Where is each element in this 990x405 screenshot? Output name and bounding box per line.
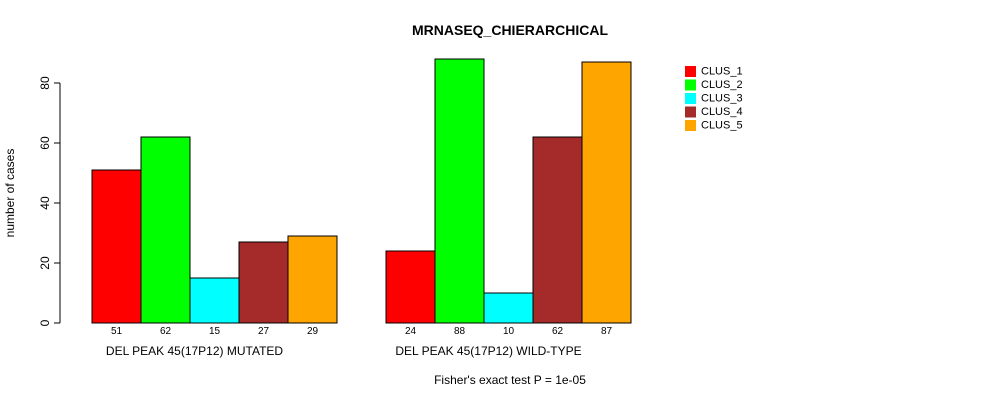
bar-value-label: 29 (307, 326, 319, 337)
bar-clus-3-group-1 (189, 277, 240, 324)
legend-label: CLUS_2 (701, 79, 743, 91)
bar-value-label: 15 (209, 326, 221, 337)
data-labels: 51 62 15 27 29 24 88 10 62 87 (111, 326, 613, 337)
bars (91, 58, 632, 324)
bar-value-label: 51 (111, 326, 123, 337)
bar-value-label: 27 (258, 326, 270, 337)
y-axis: 0 20 40 60 80 (38, 76, 61, 326)
bar-clus-1-group-2 (385, 250, 436, 324)
legend-label: CLUS_4 (701, 106, 743, 118)
y-tick-label: 40 (38, 196, 52, 210)
bar-value-label: 87 (601, 326, 613, 337)
legend-label: CLUS_5 (701, 120, 743, 132)
chart-footnote: Fisher's exact test P = 1e-05 (434, 373, 586, 387)
legend-swatch (685, 106, 696, 118)
legend-label: CLUS_1 (701, 66, 743, 78)
bar-clus-5-group-2 (581, 61, 632, 324)
chart-title: MRNASEQ_CHIERARCHICAL (412, 22, 608, 38)
bar-value-label: 88 (454, 326, 466, 337)
bar-value-label: 24 (405, 326, 417, 337)
bar-clus-3-group-2 (483, 292, 534, 324)
legend-swatch (685, 120, 696, 131)
category-labels: DEL PEAK 45(17P12) MUTATED DEL PEAK 45(17… (106, 344, 582, 358)
bar-clus-5-group-1 (287, 235, 338, 324)
bar-clus-2-group-1 (140, 136, 191, 324)
bar-clus-2-group-2 (434, 58, 485, 324)
category-label: DEL PEAK 45(17P12) MUTATED (106, 344, 284, 358)
bar-clus-4-group-2 (532, 136, 583, 324)
category-label: DEL PEAK 45(17P12) WILD-TYPE (395, 344, 581, 358)
legend-swatch (685, 79, 696, 91)
bar-value-label: 62 (160, 326, 172, 337)
bar-clus-1-group-1 (91, 169, 142, 324)
y-axis-label: number of cases (3, 149, 17, 238)
bar-clus-4-group-1 (238, 241, 289, 324)
legend-label: CLUS_3 (701, 93, 743, 105)
y-tick-label: 60 (38, 136, 52, 150)
y-tick-label: 20 (38, 256, 52, 270)
bar-value-label: 62 (552, 326, 564, 337)
legend-swatch (685, 66, 696, 77)
bar-value-label: 10 (503, 326, 515, 337)
y-tick-label: 0 (38, 319, 52, 326)
y-tick-label: 80 (38, 76, 52, 90)
legend-swatch (685, 93, 696, 104)
